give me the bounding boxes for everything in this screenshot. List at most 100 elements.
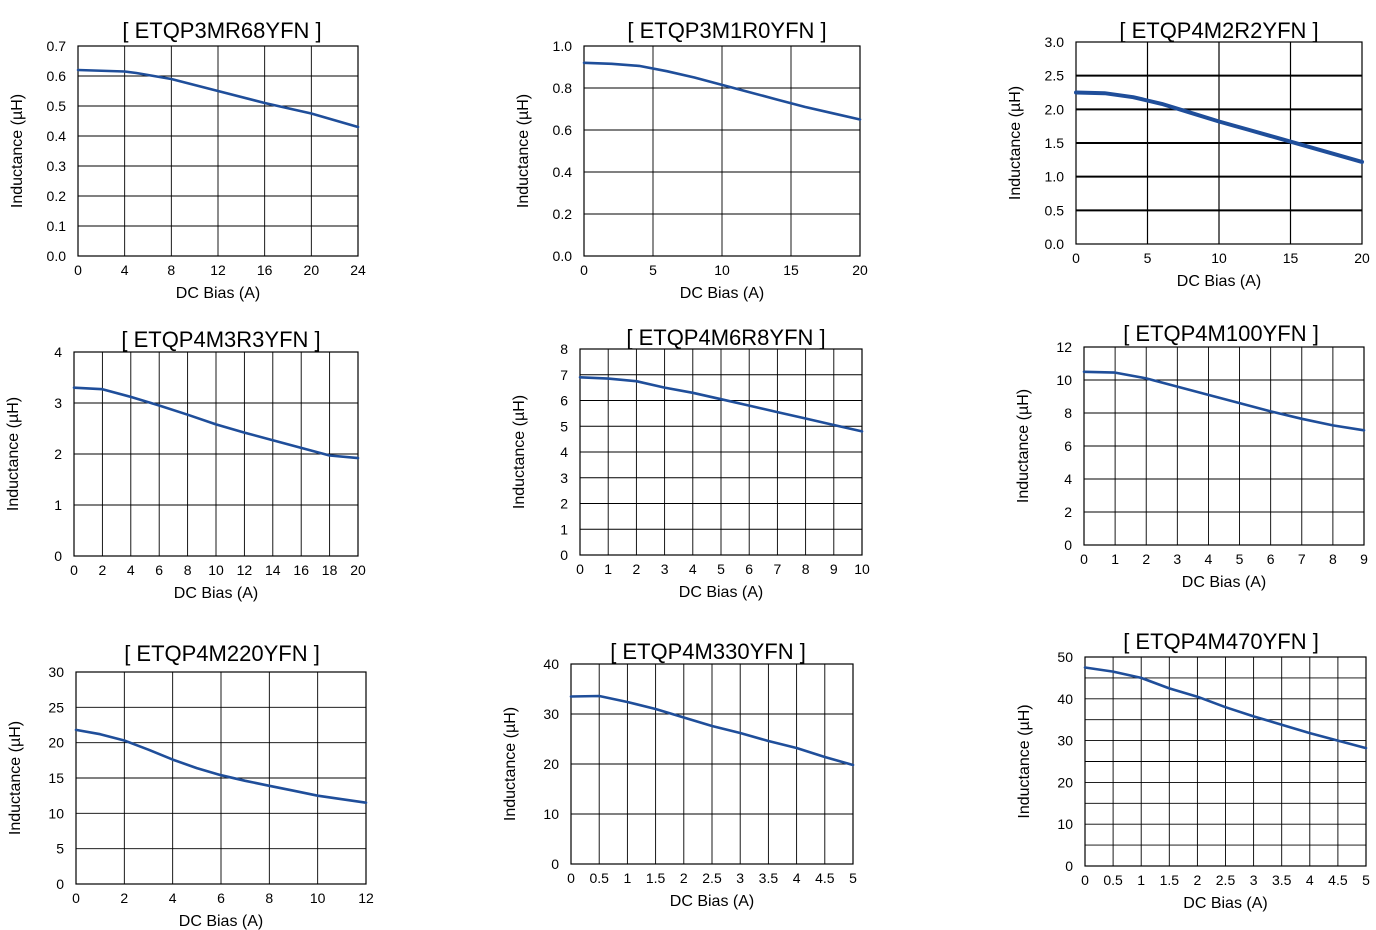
x-tick-label: 0	[74, 262, 82, 278]
x-tick-label: 0	[580, 262, 588, 278]
x-tick-label: 4	[1205, 551, 1213, 567]
y-tick-label: 5	[560, 418, 568, 434]
y-tick-label: 2.0	[1045, 101, 1065, 117]
x-tick-label: 9	[830, 561, 838, 577]
chart-1: [ ETQP3MR68YFN ] 0 4 8 12 16 20 24 0.0 0.1 0.2 0.3 0…	[9, 18, 366, 302]
x-tick-label: 6	[155, 562, 163, 578]
x-tick-label: 0	[567, 870, 575, 886]
x-tick-label: 3	[736, 870, 744, 886]
x-axis-label: DC Bias (A)	[176, 285, 260, 302]
y-tick-label: 10	[543, 806, 559, 822]
x-tick-label: 12	[210, 262, 226, 278]
y-tick-label: 0.5	[47, 98, 67, 114]
x-tick-label: 0	[70, 562, 78, 578]
y-tick-label: 0.0	[47, 248, 67, 264]
x-tick-label: 10	[714, 262, 730, 278]
chart-title: [ ETQP4M100YFN ]	[1123, 321, 1319, 346]
x-tick-label: 5	[649, 262, 657, 278]
x-tick-label: 10	[208, 562, 224, 578]
y-tick-label: 7	[560, 367, 568, 383]
chart-3: [ ETQP4M2R2YFN ] 0 5 10 15 20 0.0 0.5 1.0 1.5 2.0 2…	[1007, 18, 1370, 290]
x-tick-label: 10	[854, 561, 870, 577]
y-tick-label: 0.1	[47, 218, 67, 234]
y-tick-label: 0.2	[553, 206, 573, 222]
x-tick-label: 3.5	[759, 870, 779, 886]
chart-title: [ ETQP4M330YFN ]	[610, 639, 806, 664]
y-tick-label: 0.4	[553, 164, 573, 180]
y-tick-label: 6	[560, 393, 568, 409]
x-tick-label: 0.5	[589, 870, 609, 886]
x-tick-label: 6	[745, 561, 753, 577]
chart-title: [ ETQP3MR68YFN ]	[122, 18, 321, 43]
x-tick-label: 2.5	[702, 870, 722, 886]
y-tick-label: 0.6	[553, 122, 573, 138]
x-tick-label: 8	[167, 262, 175, 278]
x-axis-label: DC Bias (A)	[680, 285, 764, 302]
y-tick-label: 1.5	[1045, 135, 1065, 151]
chart-9: [ ETQP4M470YFN ]0 0.5 1 1.5 2 2.5 3 3.5 4 4.5 5010…	[1016, 629, 1370, 912]
x-tick-label: 16	[293, 562, 309, 578]
chart-title: [ ETQP4M470YFN ]	[1123, 629, 1319, 654]
x-axis-label: DC Bias (A)	[1182, 574, 1266, 591]
y-tick-label: 1.0	[1045, 169, 1065, 185]
x-tick-label: 5	[1144, 250, 1152, 266]
x-tick-label: 14	[265, 562, 281, 578]
x-tick-label: 7	[1298, 551, 1306, 567]
chart-8: [ ETQP4M330YFN ] 0 0.5 1 1.5 2 2.5 3 3.5 4 4.5 5 0 10…	[502, 639, 857, 910]
x-tick-label: 5	[1362, 872, 1370, 888]
x-tick-label: 10	[1211, 250, 1227, 266]
y-tick-label: 20	[543, 756, 559, 772]
y-tick-label: 0.5	[1045, 202, 1065, 218]
x-tick-label: 8	[802, 561, 810, 577]
chart-2: [ ETQP3M1R0YFN ] 0 5 10 15 20 0.0 0.2 0.4 0.6 0.8 1…	[515, 18, 868, 302]
x-tick-label: 20	[852, 262, 868, 278]
chart-title: [ ETQP3M1R0YFN ]	[627, 18, 826, 43]
y-tick-label: 0	[56, 876, 64, 892]
inductance-curve	[74, 728, 368, 805]
x-tick-label: 4	[169, 890, 177, 906]
x-tick-label: 20	[1354, 250, 1370, 266]
x-tick-label: 15	[783, 262, 799, 278]
chart-title: [ ETQP4M6R8YFN ]	[626, 325, 825, 350]
x-tick-label: 1	[1137, 872, 1145, 888]
y-tick-label: 0.3	[47, 158, 67, 174]
x-tick-label: 8	[184, 562, 192, 578]
x-tick-label: 7	[774, 561, 782, 577]
y-tick-label: 2	[560, 496, 568, 512]
y-tick-label: 0.6	[47, 68, 67, 84]
y-tick-label: 30	[48, 664, 64, 680]
inductance-curve	[76, 68, 360, 129]
y-axis-label: Inductance (µH)	[502, 707, 519, 821]
inductance-curve	[582, 61, 862, 121]
inductance-curve	[72, 386, 360, 460]
x-axis-label: DC Bias (A)	[1183, 895, 1267, 912]
y-tick-label: 10	[48, 805, 64, 821]
y-tick-label: 0	[560, 547, 568, 563]
y-tick-label: 50	[1057, 649, 1073, 665]
y-tick-label: 3	[54, 395, 62, 411]
y-tick-label: 0.7	[47, 38, 67, 54]
y-tick-label: 0.2	[47, 188, 67, 204]
x-tick-label: 3	[661, 561, 669, 577]
y-tick-label: 25	[48, 699, 64, 715]
x-tick-label: 1.5	[1160, 872, 1180, 888]
chart-title: [ ETQP4M3R3YFN ]	[121, 327, 320, 352]
y-tick-label: 0.0	[553, 248, 573, 264]
x-tick-label: 1.5	[646, 870, 666, 886]
inductance-curve	[1074, 90, 1364, 164]
y-tick-label: 2.5	[1045, 68, 1065, 84]
chart-5: [ ETQP4M6R8YFN ] 0 1 2 3 4 5 6 7 8 9 10 0 1 2 3 4 5 6 7 8 DC …	[511, 325, 870, 601]
x-tick-label: 9	[1360, 551, 1368, 567]
y-tick-label: 8	[560, 341, 568, 357]
x-tick-label: 0.5	[1103, 872, 1123, 888]
x-axis-label: DC Bias (A)	[179, 913, 263, 930]
x-tick-label: 0	[1081, 872, 1089, 888]
y-tick-label: 30	[543, 706, 559, 722]
y-axis-label: Inductance (µH)	[1016, 704, 1033, 818]
y-tick-label: 4	[54, 344, 62, 360]
x-tick-label: 4	[793, 870, 801, 886]
y-tick-label: 2	[1064, 504, 1072, 520]
x-axis-label: DC Bias (A)	[1177, 273, 1261, 290]
y-axis-label: Inductance (µH)	[5, 397, 22, 511]
y-tick-label: 0	[551, 856, 559, 872]
